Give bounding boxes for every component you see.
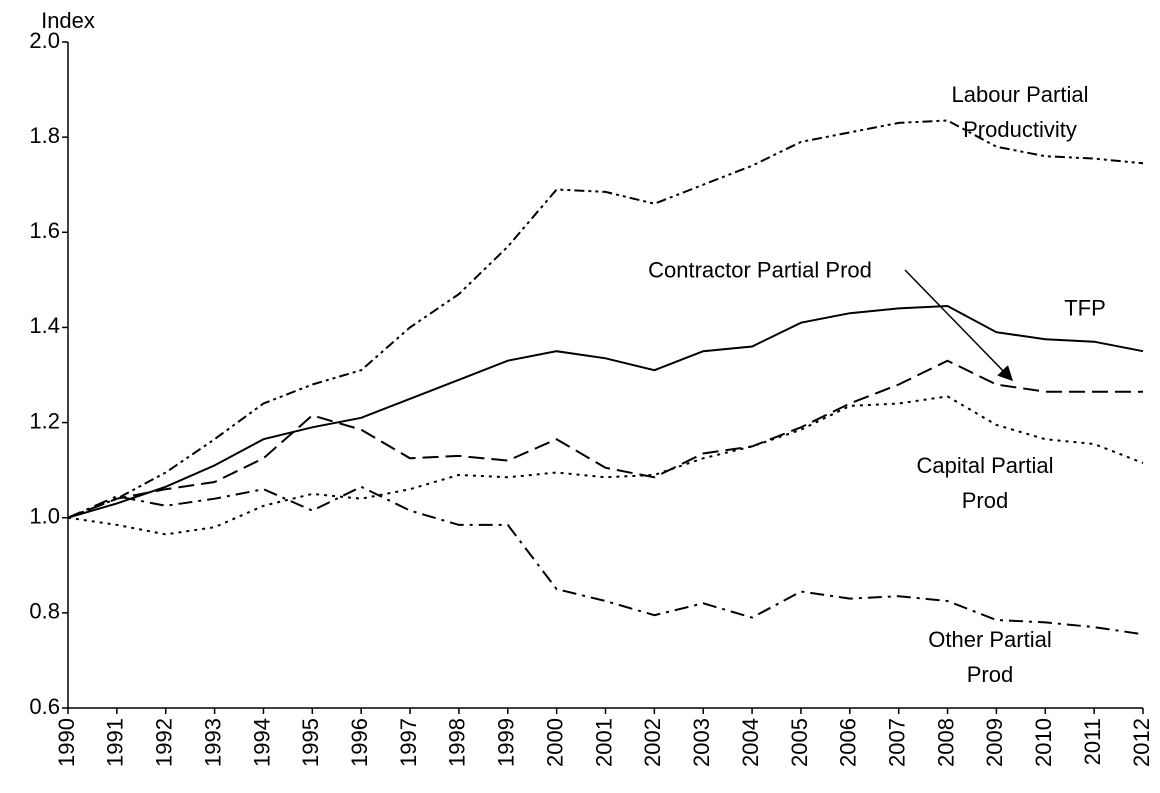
series-label: TFP: [1064, 295, 1106, 321]
x-tick-label: 1993: [200, 718, 225, 767]
x-tick-label: 1997: [396, 718, 421, 767]
x-tick-label: 2009: [982, 718, 1007, 767]
y-tick-label: 1.2: [29, 408, 60, 433]
x-tick-label: 2003: [689, 718, 714, 767]
x-tick-label: 1995: [298, 718, 323, 767]
series-line: [67, 485, 1144, 636]
x-tick-label: 2007: [884, 718, 909, 767]
series-line: [67, 304, 1144, 519]
annotation-arrow: [904, 269, 1014, 382]
x-tick-label: 2011: [1080, 718, 1105, 765]
series-line: [67, 395, 1144, 536]
y-tick-label: 1.0: [29, 504, 60, 529]
x-tick-label: 2001: [591, 718, 616, 767]
x-tick-label: 2005: [787, 718, 812, 767]
x-tick-label: 1992: [152, 718, 177, 767]
x-tick-label: 2010: [1031, 718, 1056, 767]
series-label: Capital Partial Prod: [916, 453, 1054, 513]
y-tick-label: 1.4: [29, 313, 60, 338]
series-label: Labour Partial Productivity: [951, 82, 1089, 142]
x-tick-label: 1999: [494, 718, 519, 767]
x-tick-label: 1998: [445, 718, 470, 767]
y-axis-label: Index: [41, 8, 95, 33]
series-label: Contractor Partial Prod: [648, 257, 872, 283]
x-tick-label: 1994: [249, 718, 274, 767]
x-tick-label: 2004: [738, 718, 763, 767]
y-tick-label: 2.0: [29, 28, 60, 53]
x-tick-label: 2000: [542, 718, 567, 767]
x-tick-label: 2012: [1129, 718, 1154, 767]
x-tick-label: 1996: [347, 718, 372, 767]
y-tick-label: 1.8: [29, 123, 60, 148]
x-tick-label: 1990: [54, 718, 79, 767]
y-tick-label: 0.8: [29, 599, 60, 624]
series-line: [67, 119, 1144, 519]
x-tick-label: 1991: [103, 718, 128, 767]
x-tick-label: 2006: [836, 718, 861, 767]
series-label: Other Partial Prod: [928, 627, 1052, 687]
y-tick-label: 1.6: [29, 218, 60, 243]
y-tick-label: 0.6: [29, 694, 60, 719]
x-tick-label: 2008: [933, 718, 958, 767]
series-line: [67, 359, 1143, 519]
x-tick-label: 2002: [640, 718, 665, 767]
